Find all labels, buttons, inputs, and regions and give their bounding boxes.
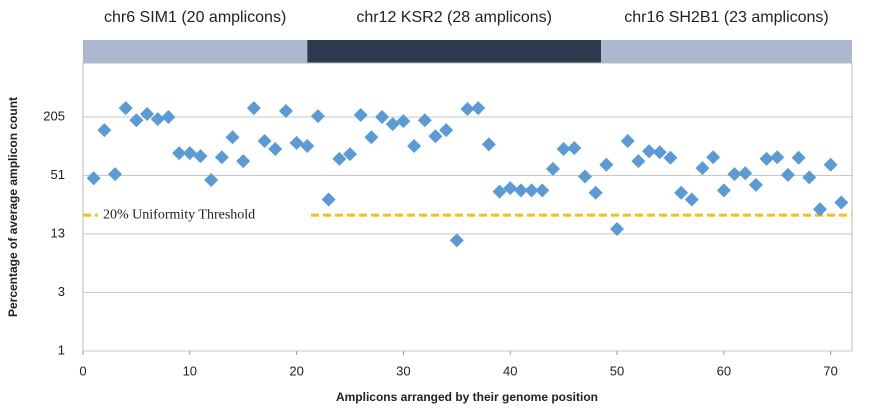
data-point: [674, 185, 689, 200]
data-point: [812, 202, 827, 217]
data-point: [759, 151, 774, 166]
data-point: [791, 150, 806, 165]
data-point: [161, 109, 176, 124]
data-point: [695, 161, 710, 176]
data-point: [108, 167, 123, 182]
data-point: [471, 101, 486, 116]
data-point: [652, 145, 667, 160]
x-tick-label: 10: [183, 363, 197, 378]
region-band: [307, 40, 602, 63]
data-point: [97, 123, 112, 138]
x-axis-title: Amplicons arranged by their genome posit…: [336, 390, 598, 404]
data-point: [802, 170, 817, 185]
x-tick-label: 40: [503, 363, 517, 378]
data-point: [706, 150, 721, 165]
data-point: [417, 113, 432, 128]
data-point: [353, 107, 368, 122]
data-point: [642, 144, 657, 159]
data-point: [770, 150, 785, 165]
data-point: [513, 183, 528, 198]
y-tick-label: 51: [51, 167, 65, 182]
data-point: [278, 104, 293, 119]
data-point: [567, 141, 582, 156]
x-tick-label: 20: [289, 363, 303, 378]
data-point: [599, 157, 614, 172]
data-point: [214, 150, 229, 165]
data-point: [823, 157, 838, 172]
data-point: [481, 137, 496, 152]
data-point: [257, 134, 272, 149]
data-point: [268, 142, 283, 157]
data-point: [140, 107, 155, 122]
threshold-label: 20% Uniformity Threshold: [103, 207, 255, 222]
data-point: [460, 101, 475, 116]
data-point: [503, 181, 518, 196]
data-point: [663, 150, 678, 165]
data-point: [556, 142, 571, 157]
data-point: [364, 130, 379, 145]
data-point: [182, 146, 197, 161]
data-point: [407, 139, 422, 154]
data-point: [129, 113, 144, 128]
data-point: [86, 171, 101, 186]
region-label: chr12 KSR2 (28 amplicons): [356, 9, 552, 26]
x-tick-label: 70: [823, 363, 837, 378]
y-tick-label: 205: [43, 108, 65, 123]
data-point: [225, 130, 240, 145]
data-point: [193, 149, 208, 164]
data-point: [236, 154, 251, 169]
data-point: [620, 134, 635, 149]
data-point: [428, 129, 443, 144]
y-tick-label: 1: [58, 342, 65, 357]
region-band: [83, 40, 308, 63]
x-tick-label: 0: [79, 363, 86, 378]
data-point: [748, 177, 763, 192]
data-point: [524, 183, 539, 198]
data-point: [300, 139, 315, 154]
data-point: [375, 109, 390, 124]
data-point: [246, 101, 261, 116]
data-point: [545, 161, 560, 176]
data-point: [492, 184, 507, 199]
data-point: [834, 195, 849, 210]
data-point: [343, 147, 358, 162]
data-point: [172, 146, 187, 161]
data-point: [631, 154, 646, 169]
data-point: [588, 185, 603, 200]
data-point: [738, 166, 753, 181]
threshold-label-bg: [98, 205, 308, 226]
region-band: [601, 40, 852, 63]
x-tick-label: 50: [610, 363, 624, 378]
y-tick-label: 3: [58, 284, 65, 299]
data-point: [716, 183, 731, 198]
x-tick-label: 60: [717, 363, 731, 378]
data-point: [535, 183, 550, 198]
data-point: [289, 135, 304, 150]
data-point: [310, 109, 325, 124]
data-point: [204, 173, 219, 188]
data-point: [684, 192, 699, 207]
data-point: [577, 169, 592, 184]
x-tick-label: 30: [396, 363, 410, 378]
region-label: chr6 SIM1 (20 amplicons): [104, 9, 286, 26]
data-point: [439, 123, 454, 138]
data-point: [449, 233, 464, 248]
y-tick-label: 13: [51, 225, 65, 240]
region-label: chr16 SH2B1 (23 amplicons): [624, 9, 829, 26]
data-point: [727, 167, 742, 182]
data-point: [321, 192, 336, 207]
data-point: [780, 167, 795, 182]
data-point: [385, 117, 400, 132]
data-point: [150, 112, 165, 127]
data-point: [396, 114, 411, 129]
y-axis-title: Percentage of average amplicon count: [6, 97, 20, 317]
data-point: [118, 101, 133, 116]
data-point: [332, 151, 347, 166]
data-point: [610, 222, 625, 237]
